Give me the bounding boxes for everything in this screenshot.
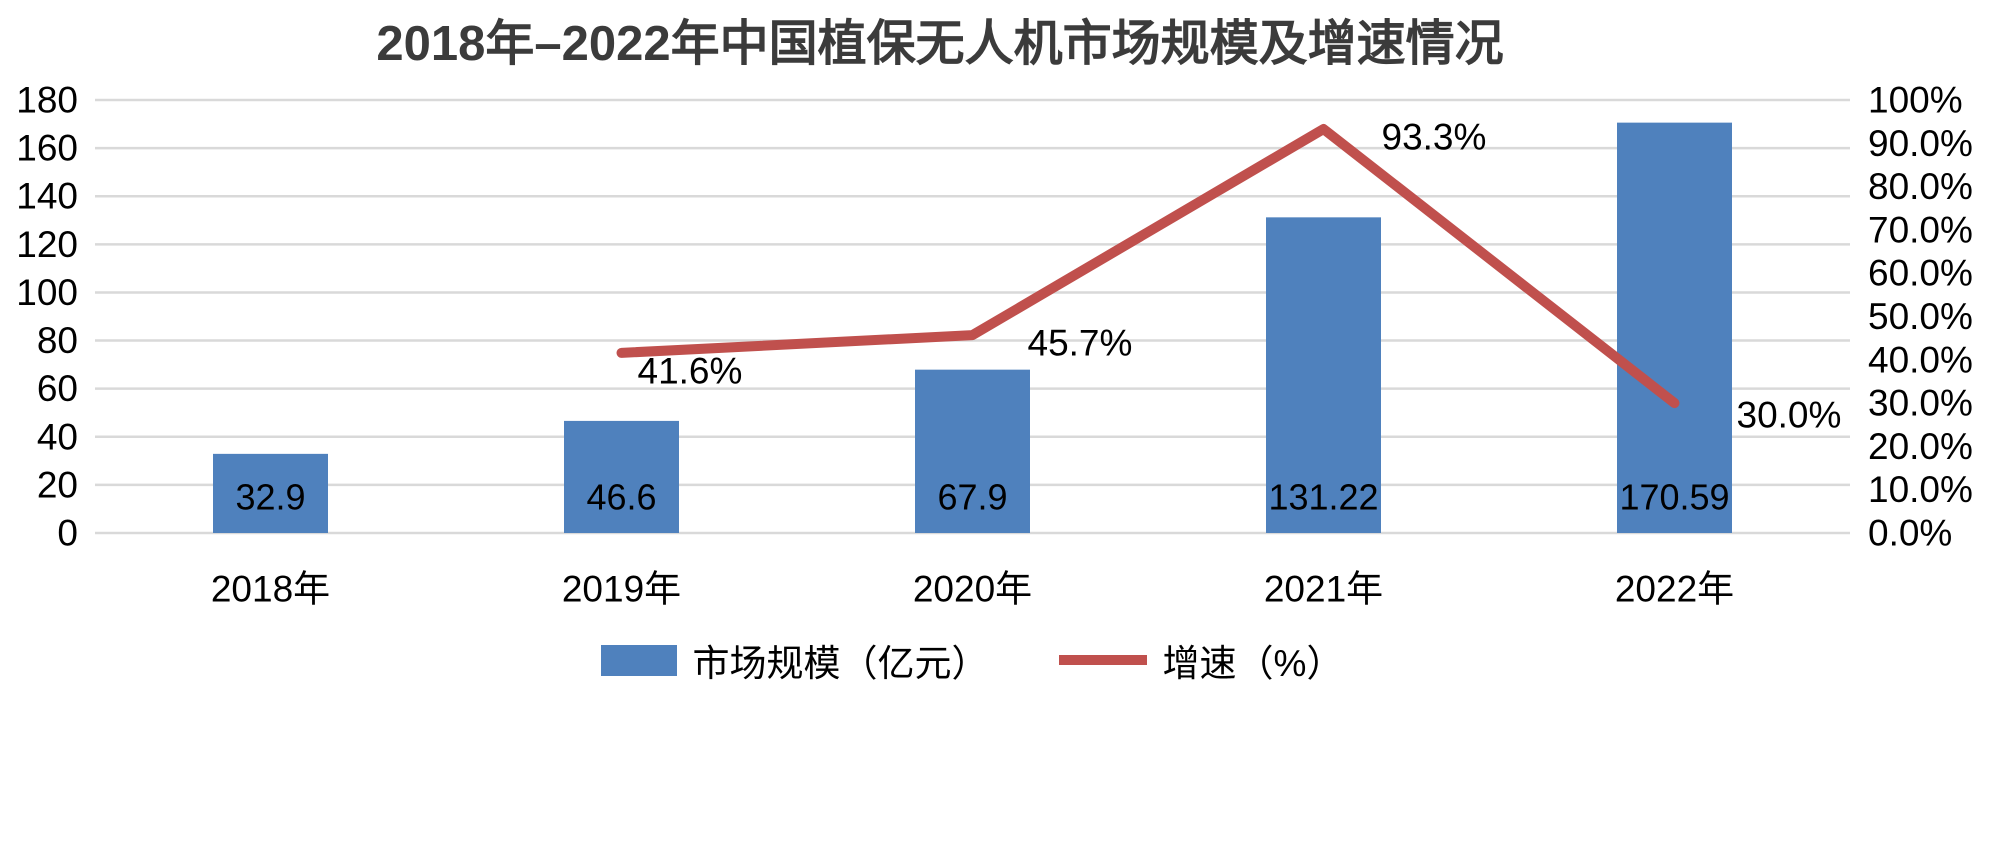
y-axis-right-tick-label: 30.0% [1868, 383, 1973, 424]
bar [915, 369, 1030, 533]
y-axis-left-tick-label: 60 [37, 368, 78, 409]
legend-label-market-size: 市场规模（亿元） [692, 643, 989, 684]
legend-item-market-size: 市场规模（亿元） [600, 633, 989, 687]
line-value-label: 45.7% [1028, 323, 1133, 364]
y-axis-right-tick-label: 100% [1868, 80, 1963, 121]
bar [564, 420, 679, 533]
y-axis-right-tick-label: 20.0% [1868, 426, 1973, 467]
x-axis-label: 2018年 [211, 569, 330, 610]
growth-line [616, 124, 1680, 409]
bar-value-label: 170.59 [1619, 477, 1729, 518]
y-axis-left-tick-label: 40 [37, 416, 78, 457]
y-axis-right-tick-label: 50.0% [1868, 296, 1973, 337]
legend-item-growth-rate: 增速（%） [1058, 633, 1344, 687]
bar [213, 453, 328, 533]
bar-value-label: 46.6 [586, 477, 656, 518]
y-axis-right-tick-label: 70.0% [1868, 209, 1973, 250]
line-value-label: 41.6% [638, 350, 743, 391]
y-axis-right-tick-label: 80.0% [1868, 166, 1973, 207]
y-axis-left-tick-label: 80 [37, 320, 78, 361]
y-axis-left-tick-label: 160 [16, 128, 78, 169]
bar [1617, 122, 1732, 533]
x-axis-label: 2020年 [913, 569, 1032, 610]
line-value-label: 93.3% [1382, 117, 1487, 158]
line-series-swatch-icon [1058, 655, 1147, 665]
legend: 市场规模（亿元） 增速（%） [0, 633, 1944, 687]
bar-value-label: 67.9 [937, 477, 1007, 518]
y-axis-right-tick-label: 60.0% [1868, 253, 1973, 294]
y-axis-left-tick-label: 20 [37, 464, 78, 505]
bar-value-label: 32.9 [235, 477, 305, 518]
y-axis-right-tick-label: 0.0% [1868, 513, 1952, 554]
y-axis-left-tick-label: 100 [16, 272, 78, 313]
bar [1266, 217, 1381, 533]
chart-title: 2018年–2022年中国植保无人机市场规模及增速情况 [376, 17, 1504, 71]
y-axis-left-tick-label: 180 [16, 80, 78, 121]
x-axis-label: 2022年 [1615, 569, 1734, 610]
legend-label-growth-rate: 增速（%） [1162, 643, 1344, 684]
line-value-label: 30.0% [1737, 395, 1842, 436]
bar-value-label: 131.22 [1268, 477, 1378, 518]
y-axis-right-tick-label: 90.0% [1868, 123, 1973, 164]
x-axis-label: 2019年 [562, 569, 681, 610]
y-axis-left-tick-label: 0 [57, 513, 78, 554]
x-axis-label: 2021年 [1264, 569, 1383, 610]
y-axis-right-tick-label: 40.0% [1868, 339, 1973, 380]
y-axis-right-tick-label: 10.0% [1868, 469, 1973, 510]
y-axis-left-tick-label: 140 [16, 176, 78, 217]
y-axis-left-tick-label: 120 [16, 224, 78, 265]
bar-series-swatch-icon [600, 644, 677, 676]
